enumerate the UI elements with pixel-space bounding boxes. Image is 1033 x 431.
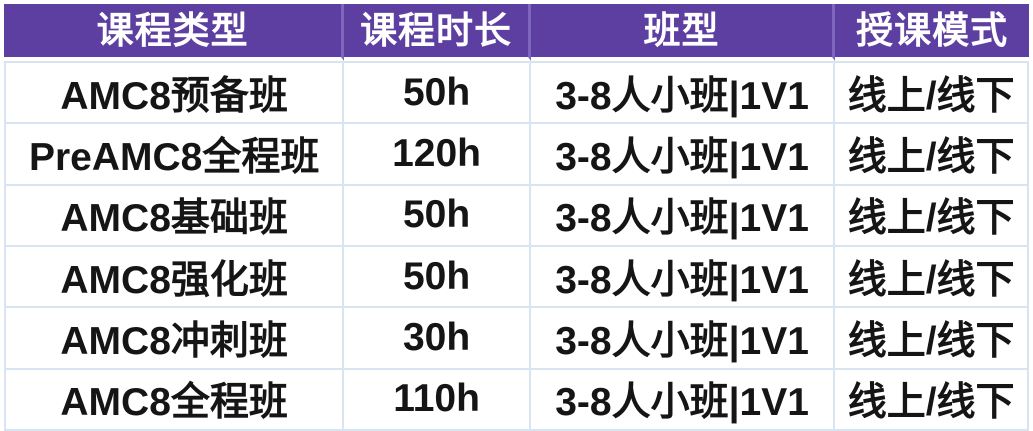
table-row: AMC8强化班 50h 3-8人小班|1V1 线上/线下 [4, 247, 1029, 309]
cell-course-type: AMC8冲刺班 [4, 308, 345, 370]
course-table: 课程类型 课程时长 班型 授课模式 AMC8预备班 50h 3-8人小班|1V1… [4, 4, 1029, 431]
cell-teaching-mode: 线上/线下 [835, 369, 1029, 431]
cell-course-type: AMC8全程班 [4, 369, 345, 431]
cell-duration: 50h [344, 61, 531, 125]
cell-teaching-mode: 线上/线下 [835, 185, 1029, 248]
cell-teaching-mode: 线上/线下 [835, 61, 1029, 125]
cell-class-type: 3-8人小班|1V1 [530, 308, 836, 370]
cell-teaching-mode: 线上/线下 [835, 308, 1029, 370]
cell-class-type: 3-8人小班|1V1 [530, 247, 836, 309]
cell-duration: 30h [344, 308, 531, 370]
cell-duration: 50h [344, 247, 531, 309]
table-row: AMC8冲刺班 30h 3-8人小班|1V1 线上/线下 [4, 308, 1029, 370]
table-header: 课程类型 课程时长 班型 授课模式 [4, 4, 1029, 61]
cell-duration: 50h [344, 185, 531, 248]
table-body: AMC8预备班 50h 3-8人小班|1V1 线上/线下 PreAMC8全程班 … [4, 61, 1029, 431]
header-cell-duration: 课程时长 [344, 4, 531, 61]
cell-class-type: 3-8人小班|1V1 [530, 369, 836, 431]
cell-course-type: AMC8强化班 [4, 247, 345, 309]
header-row: 课程类型 课程时长 班型 授课模式 [4, 4, 1029, 61]
cell-duration: 120h [344, 124, 531, 186]
table-row: AMC8预备班 50h 3-8人小班|1V1 线上/线下 [4, 61, 1029, 125]
cell-class-type: 3-8人小班|1V1 [530, 124, 836, 186]
cell-duration: 110h [344, 369, 531, 431]
header-cell-class-type: 班型 [530, 4, 836, 61]
cell-class-type: 3-8人小班|1V1 [530, 185, 836, 248]
header-cell-course-type: 课程类型 [4, 4, 345, 61]
cell-course-type: AMC8预备班 [4, 61, 345, 125]
table-row: PreAMC8全程班 120h 3-8人小班|1V1 线上/线下 [4, 124, 1029, 186]
table-row: AMC8全程班 110h 3-8人小班|1V1 线上/线下 [4, 369, 1029, 431]
cell-teaching-mode: 线上/线下 [835, 247, 1029, 309]
header-cell-teaching-mode: 授课模式 [835, 4, 1029, 61]
cell-teaching-mode: 线上/线下 [835, 124, 1029, 186]
cell-course-type: AMC8基础班 [4, 185, 345, 248]
cell-course-type: PreAMC8全程班 [4, 124, 345, 186]
table-row: AMC8基础班 50h 3-8人小班|1V1 线上/线下 [4, 185, 1029, 248]
cell-class-type: 3-8人小班|1V1 [530, 61, 836, 125]
